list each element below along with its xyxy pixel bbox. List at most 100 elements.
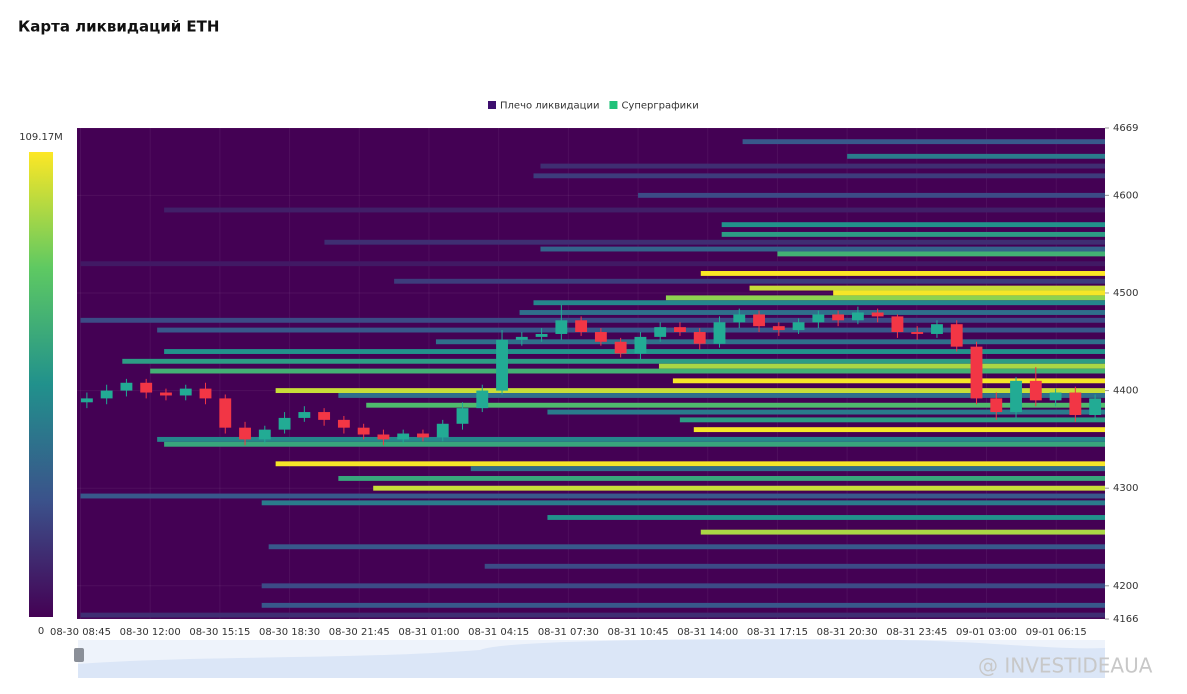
heat-band bbox=[484, 563, 1105, 569]
candle-body bbox=[337, 419, 350, 428]
y-tick-label: 4166 bbox=[1113, 614, 1138, 625]
x-tick-label: 08-31 01:00 bbox=[398, 627, 459, 638]
candle-body bbox=[891, 316, 904, 333]
candle-body bbox=[1010, 380, 1022, 413]
candle-body bbox=[792, 322, 805, 331]
y-tick-label: 4500 bbox=[1113, 288, 1138, 299]
y-tick-label: 4300 bbox=[1113, 483, 1138, 494]
heat-band bbox=[261, 583, 1105, 589]
heat-band bbox=[693, 427, 1105, 433]
heat-band bbox=[164, 441, 1105, 447]
y-tick-label: 4669 bbox=[1113, 123, 1138, 134]
candle-body bbox=[970, 346, 983, 399]
candle-body bbox=[753, 314, 765, 327]
candle-body bbox=[851, 312, 864, 321]
candle-body bbox=[654, 327, 667, 337]
heat-band bbox=[679, 417, 1105, 423]
x-tick-label: 09-01 03:00 bbox=[956, 627, 1017, 638]
heat-band bbox=[338, 475, 1105, 481]
x-tick-label: 08-31 20:30 bbox=[817, 627, 878, 638]
heat-band bbox=[540, 246, 1105, 252]
heat-band bbox=[80, 317, 1105, 323]
heat-band bbox=[164, 207, 1105, 213]
heat-band bbox=[533, 300, 1105, 306]
candle-body bbox=[911, 332, 924, 334]
heat-band bbox=[366, 402, 1105, 408]
candle-body bbox=[120, 382, 133, 391]
heat-band bbox=[470, 466, 1105, 472]
heat-band bbox=[533, 173, 1105, 179]
y-tick-label: 4200 bbox=[1113, 581, 1138, 592]
x-tick-label: 08-31 04:15 bbox=[468, 627, 529, 638]
heat-band bbox=[658, 363, 1105, 369]
heat-band bbox=[122, 358, 1105, 364]
candle-body bbox=[772, 326, 785, 331]
candle-body bbox=[575, 320, 588, 333]
candle-body bbox=[1049, 392, 1062, 401]
x-tick-label: 08-31 10:45 bbox=[608, 627, 669, 638]
candle-body bbox=[931, 324, 943, 334]
candle-body bbox=[950, 324, 963, 347]
x-tick-label: 08-30 18:30 bbox=[259, 627, 320, 638]
legend-swatch bbox=[609, 101, 618, 109]
heat-band bbox=[847, 153, 1105, 159]
heat-band bbox=[324, 239, 1105, 245]
heat-band bbox=[261, 500, 1105, 506]
x-tick-label: 09-01 06:15 bbox=[1026, 627, 1087, 638]
legend-label[interactable]: Плечо ликвидации bbox=[500, 101, 599, 112]
heat-band bbox=[338, 393, 1105, 398]
colorbar-label: 109.17M bbox=[19, 132, 63, 143]
navigator-area bbox=[78, 639, 1105, 678]
heat-band bbox=[80, 612, 1105, 618]
heat-band bbox=[157, 327, 1105, 333]
x-tick-label: 08-31 14:00 bbox=[677, 627, 738, 638]
heat-band bbox=[373, 485, 1105, 491]
candle-body bbox=[1069, 392, 1082, 415]
heat-band bbox=[275, 388, 1105, 394]
candle-body bbox=[693, 332, 706, 344]
candle-body bbox=[417, 433, 429, 438]
candle-body bbox=[357, 427, 370, 435]
candle-body bbox=[179, 388, 192, 396]
legend-swatch bbox=[488, 101, 496, 109]
heat-band bbox=[80, 261, 1105, 267]
candle-body bbox=[258, 429, 271, 440]
candle-body bbox=[1089, 398, 1102, 415]
candle-body bbox=[713, 322, 726, 344]
candle-body bbox=[496, 339, 508, 391]
candle-body bbox=[812, 314, 825, 323]
candle-body bbox=[377, 434, 390, 440]
legend-label[interactable]: Суперграфики bbox=[621, 101, 698, 112]
cover bbox=[800, 0, 1187, 108]
candle-body bbox=[634, 336, 647, 354]
candle-body bbox=[140, 382, 153, 393]
candle-body bbox=[436, 423, 449, 438]
colorbar-label: 0 bbox=[38, 626, 44, 637]
candle-body bbox=[318, 412, 331, 420]
candle-body bbox=[100, 390, 113, 399]
candle-body bbox=[298, 412, 311, 418]
x-tick-label: 08-31 17:15 bbox=[747, 627, 808, 638]
heat-band bbox=[777, 251, 1105, 257]
x-tick-label: 08-31 07:30 bbox=[538, 627, 599, 638]
heat-band bbox=[672, 378, 1105, 384]
candle-body bbox=[476, 390, 489, 409]
x-tick-label: 08-30 15:15 bbox=[189, 627, 250, 638]
x-tick-label: 08-31 23:45 bbox=[886, 627, 947, 638]
candle-body bbox=[80, 398, 93, 403]
heat-band bbox=[700, 271, 1105, 276]
heat-band bbox=[721, 222, 1105, 228]
navigator-handle[interactable] bbox=[74, 648, 84, 662]
candle-body bbox=[160, 392, 172, 396]
x-tick-label: 08-30 21:45 bbox=[329, 627, 390, 638]
y-tick-label: 4400 bbox=[1113, 386, 1138, 397]
heat-band bbox=[749, 285, 1105, 291]
x-tick-label: 08-30 12:00 bbox=[120, 627, 181, 638]
candle-body bbox=[456, 408, 469, 424]
foreground: 4166 4200 4300 4400 4500 4600 4669 08-30 08:45 0… bbox=[19, 101, 1153, 678]
candle-body bbox=[1029, 380, 1042, 401]
heat-band bbox=[721, 231, 1105, 237]
candle-body bbox=[733, 314, 746, 323]
heat-band bbox=[638, 192, 1105, 198]
